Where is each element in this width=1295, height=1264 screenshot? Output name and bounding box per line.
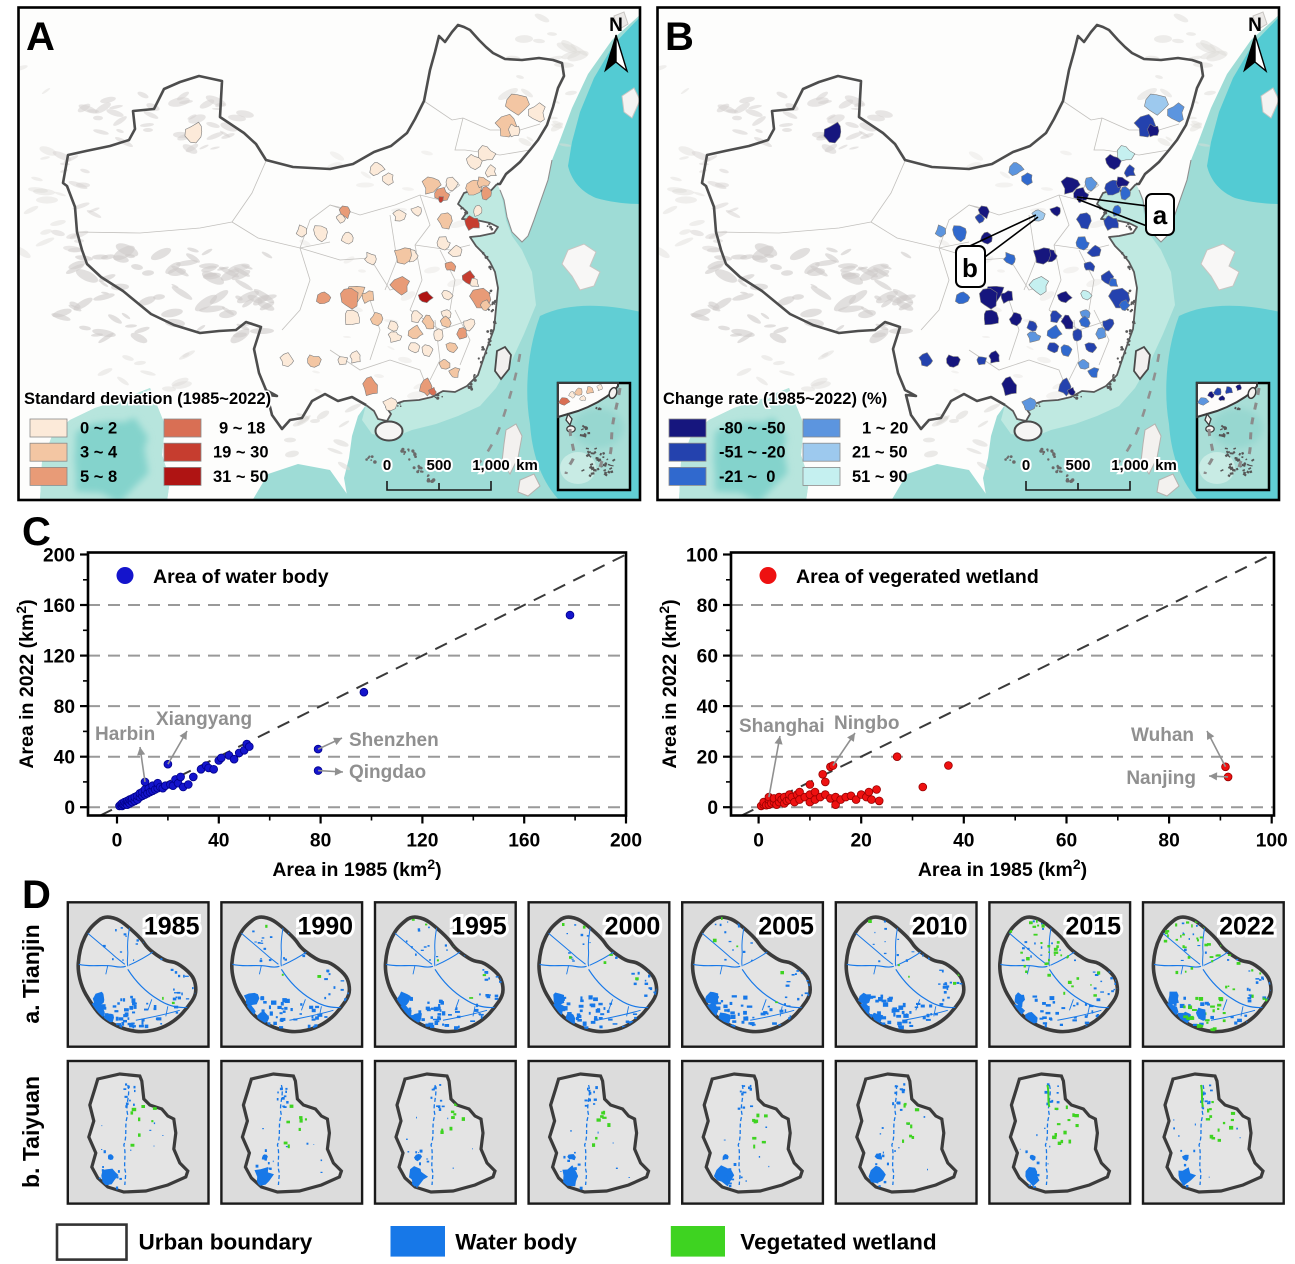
svg-text:0: 0	[383, 457, 391, 474]
svg-text:2005: 2005	[758, 912, 814, 940]
svg-text:N: N	[609, 15, 623, 36]
svg-text:2000: 2000	[605, 912, 661, 940]
svg-text:B: B	[665, 15, 694, 59]
svg-text:21 ~ 50: 21 ~ 50	[852, 444, 908, 462]
svg-text:Ningbo: Ningbo	[834, 713, 899, 734]
svg-text:-80 ~ -50: -80 ~ -50	[719, 420, 786, 438]
svg-text:60: 60	[697, 647, 718, 668]
svg-text:Area of vegerated wetland: Area of vegerated wetland	[796, 566, 1039, 588]
svg-text:160: 160	[43, 596, 75, 617]
svg-text:1990: 1990	[297, 912, 353, 940]
svg-text:100: 100	[686, 546, 718, 567]
svg-text:0: 0	[1022, 457, 1030, 474]
svg-text:a. Tianjin: a. Tianjin	[18, 924, 44, 1023]
svg-text:80: 80	[310, 831, 331, 852]
svg-text:1995: 1995	[451, 912, 507, 940]
svg-text:A: A	[26, 15, 55, 59]
svg-text:19 ~ 30: 19 ~ 30	[213, 444, 269, 462]
svg-text:Change rate (1985~2022) (%): Change rate (1985~2022) (%)	[663, 390, 887, 408]
svg-text:200: 200	[610, 831, 642, 852]
svg-text:5 ~ 8: 5 ~ 8	[80, 468, 117, 486]
svg-text:Area in 1985 (km2): Area in 1985 (km2)	[272, 856, 441, 881]
svg-text:51 ~ 90: 51 ~ 90	[852, 468, 908, 486]
svg-text:0: 0	[112, 831, 123, 852]
svg-text:500: 500	[1065, 457, 1090, 474]
svg-text:Xiangyang: Xiangyang	[156, 709, 252, 730]
svg-text:80: 80	[697, 596, 718, 617]
svg-text:20: 20	[851, 831, 872, 852]
svg-text:0: 0	[753, 831, 764, 852]
svg-text:Harbin: Harbin	[95, 724, 155, 745]
svg-text:40: 40	[54, 748, 75, 769]
svg-text:40: 40	[953, 831, 974, 852]
svg-text:Area in 1985 (km2): Area in 1985 (km2)	[918, 856, 1087, 881]
svg-text:N: N	[1248, 15, 1262, 36]
svg-text:500: 500	[426, 457, 451, 474]
svg-text:40: 40	[208, 831, 229, 852]
svg-text:1,000: 1,000	[472, 457, 510, 474]
svg-text:9 ~ 18: 9 ~ 18	[219, 420, 265, 438]
svg-text:Area in 2022 (km2): Area in 2022 (km2)	[656, 599, 681, 768]
svg-text:0: 0	[64, 798, 75, 819]
svg-text:1985: 1985	[144, 912, 200, 940]
svg-text:b. Taiyuan: b. Taiyuan	[18, 1076, 44, 1188]
svg-text:-51 ~ -20: -51 ~ -20	[719, 444, 786, 462]
svg-text:80: 80	[1158, 831, 1179, 852]
svg-text:Shanghai: Shanghai	[739, 716, 825, 737]
svg-text:Area of water body: Area of water body	[153, 566, 329, 588]
svg-text:Area in 2022 (km2): Area in 2022 (km2)	[13, 599, 38, 768]
svg-text:D: D	[22, 873, 51, 917]
svg-text:0: 0	[707, 798, 718, 819]
svg-text:b: b	[962, 253, 978, 283]
svg-text:20: 20	[697, 748, 718, 769]
svg-text:3 ~ 4: 3 ~ 4	[80, 444, 118, 462]
svg-text:2022: 2022	[1219, 912, 1275, 940]
svg-text:120: 120	[406, 831, 438, 852]
svg-text:40: 40	[697, 697, 718, 718]
svg-text:Qingdao: Qingdao	[349, 762, 426, 783]
svg-text:a: a	[1153, 200, 1168, 230]
svg-text:C: C	[22, 510, 51, 554]
svg-text:km: km	[1155, 457, 1177, 474]
svg-text:120: 120	[43, 647, 75, 668]
svg-text:Shenzhen: Shenzhen	[349, 730, 439, 751]
svg-text:2010: 2010	[912, 912, 968, 940]
svg-text:2015: 2015	[1065, 912, 1121, 940]
svg-text:-21 ~ 0: -21 ~ 0	[719, 468, 775, 486]
svg-text:160: 160	[508, 831, 540, 852]
svg-text:km: km	[516, 457, 538, 474]
svg-text:60: 60	[1056, 831, 1077, 852]
svg-text:Urban boundary: Urban boundary	[139, 1230, 313, 1255]
svg-text:0 ~ 2: 0 ~ 2	[80, 420, 117, 438]
svg-text:100: 100	[1256, 831, 1288, 852]
svg-text:Standard deviation (1985~2022): Standard deviation (1985~2022)	[24, 390, 271, 408]
svg-text:1,000: 1,000	[1111, 457, 1149, 474]
svg-text:1 ~ 20: 1 ~ 20	[862, 420, 908, 438]
svg-text:Water body: Water body	[455, 1230, 577, 1255]
svg-text:31 ~ 50: 31 ~ 50	[213, 468, 269, 486]
svg-text:200: 200	[43, 546, 75, 567]
svg-text:Vegetated wetland: Vegetated wetland	[740, 1230, 936, 1255]
svg-text:80: 80	[54, 697, 75, 718]
svg-text:Nanjing: Nanjing	[1126, 768, 1196, 789]
svg-text:Wuhan: Wuhan	[1131, 725, 1194, 746]
